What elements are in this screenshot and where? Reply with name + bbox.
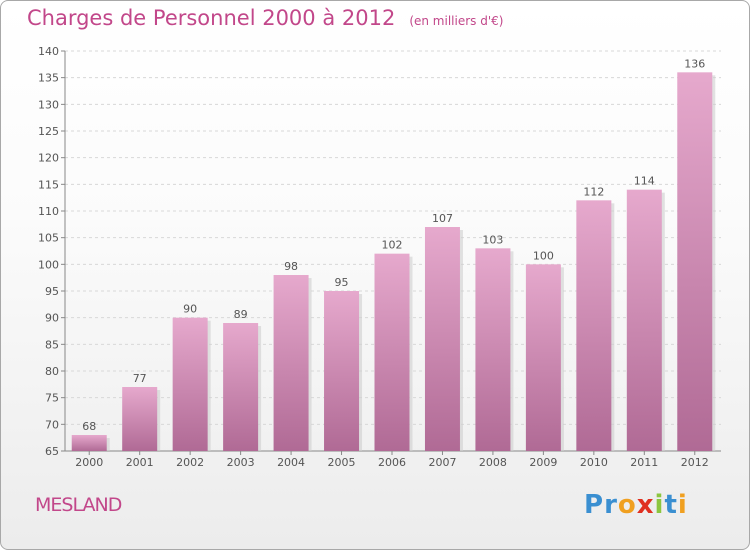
data-label: 107 — [432, 212, 453, 225]
logo-letter: r — [604, 490, 618, 520]
chart-title: Charges de Personnel 2000 à 2012 — [27, 6, 396, 30]
bar — [223, 323, 259, 451]
data-label: 100 — [533, 249, 554, 262]
y-tick-label: 90 — [45, 312, 59, 325]
x-tick-label: 2003 — [227, 456, 255, 469]
x-tick-label: 2007 — [428, 456, 456, 469]
bar — [475, 248, 511, 451]
data-label: 95 — [335, 276, 349, 289]
data-label: 114 — [634, 175, 655, 188]
y-tick-label: 95 — [45, 285, 59, 298]
data-label: 68 — [82, 420, 96, 433]
y-tick-label: 85 — [45, 338, 59, 351]
y-tick-label: 115 — [38, 178, 59, 191]
data-label: 136 — [684, 57, 705, 70]
data-label: 102 — [382, 239, 403, 252]
data-label: 77 — [133, 372, 147, 385]
commune-name: MESLAND — [35, 494, 122, 516]
chart-subtitle: (en milliers d'€) — [409, 14, 504, 28]
x-tick-label: 2001 — [126, 456, 154, 469]
y-tick-label: 75 — [45, 392, 59, 405]
x-tick-label: 2005 — [328, 456, 356, 469]
data-label: 98 — [284, 260, 298, 273]
bar — [273, 275, 309, 451]
logo-letter: o — [617, 490, 637, 520]
data-label: 89 — [234, 308, 248, 321]
bar — [677, 72, 713, 451]
y-tick-label: 70 — [45, 418, 59, 431]
x-tick-label: 2009 — [529, 456, 557, 469]
logo-letter: i — [654, 490, 665, 520]
proxiti-logo: Proxiti — [584, 490, 688, 520]
logo-letter: P — [584, 490, 605, 520]
x-tick-label: 2000 — [75, 456, 103, 469]
bar — [71, 435, 107, 451]
x-tick-label: 2008 — [479, 456, 507, 469]
y-tick-label: 80 — [45, 365, 59, 378]
data-label: 90 — [183, 303, 197, 316]
bar — [525, 264, 561, 451]
data-label: 112 — [583, 185, 604, 198]
y-tick-label: 105 — [38, 232, 59, 245]
y-tick-label: 110 — [38, 205, 59, 218]
logo-letter: x — [636, 490, 655, 520]
y-tick-label: 135 — [38, 72, 59, 85]
bar — [424, 227, 460, 451]
bar — [172, 317, 208, 451]
y-tick-label: 140 — [38, 45, 59, 58]
x-tick-label: 2012 — [681, 456, 709, 469]
x-tick-label: 2011 — [630, 456, 658, 469]
logo-letter: i — [677, 490, 688, 520]
bar — [626, 189, 662, 451]
x-tick-label: 2010 — [580, 456, 608, 469]
x-tick-label: 2006 — [378, 456, 406, 469]
bar — [122, 387, 158, 451]
y-tick-label: 130 — [38, 98, 59, 111]
bar — [576, 200, 612, 451]
y-tick-label: 125 — [38, 125, 59, 138]
data-label: 103 — [482, 233, 503, 246]
logo-letter: t — [664, 490, 678, 520]
x-tick-label: 2002 — [176, 456, 204, 469]
bar — [374, 253, 410, 451]
title-row: Charges de Personnel 2000 à 2012 (en mill… — [27, 6, 503, 30]
bar — [324, 291, 360, 451]
y-tick-label: 100 — [38, 258, 59, 271]
y-tick-label: 120 — [38, 152, 59, 165]
y-tick-label: 65 — [45, 445, 59, 458]
x-tick-label: 2004 — [277, 456, 305, 469]
